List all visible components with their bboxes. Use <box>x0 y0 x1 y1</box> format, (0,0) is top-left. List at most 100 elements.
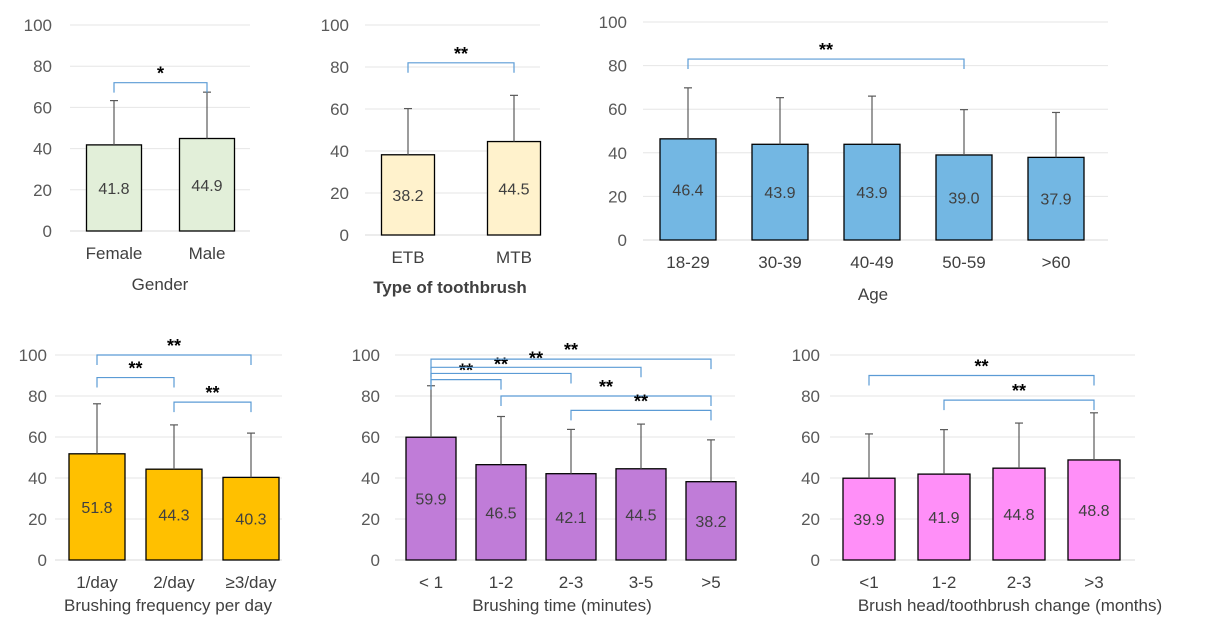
significance-bracket <box>687 58 965 70</box>
significance-marker: ** <box>454 44 468 64</box>
data-label: 44.5 <box>625 507 656 524</box>
category-label: Male <box>189 244 226 263</box>
bar <box>222 476 280 561</box>
category-label: 18-29 <box>666 253 709 272</box>
y-tick-label: 100 <box>24 16 52 35</box>
bar <box>935 154 993 241</box>
significance-bracket <box>113 82 208 93</box>
category-label: >3 <box>1084 573 1103 592</box>
bar <box>1067 459 1121 561</box>
category-label: < 1 <box>419 573 443 592</box>
significance-marker: ** <box>459 361 473 381</box>
category-label: 30-39 <box>758 253 801 272</box>
significance-bracket <box>430 358 712 370</box>
category-label: >5 <box>701 573 720 592</box>
category-label: 3-5 <box>629 573 654 592</box>
bar <box>486 140 542 236</box>
bar <box>685 481 737 561</box>
y-tick-label: 40 <box>608 144 627 163</box>
significance-marker: ** <box>599 377 613 397</box>
y-tick-label: 80 <box>28 387 47 406</box>
x-axis-title: Age <box>858 285 888 304</box>
y-tick-label: 20 <box>361 510 380 529</box>
data-label: 48.8 <box>1078 503 1109 520</box>
category-label: 50-59 <box>942 253 985 272</box>
y-tick-label: 60 <box>28 428 47 447</box>
data-label: 42.1 <box>555 510 586 527</box>
x-axis-title: Brushing frequency per day <box>64 596 272 615</box>
bar <box>615 468 667 561</box>
y-tick-label: 60 <box>801 428 820 447</box>
data-label: 39.9 <box>853 512 884 529</box>
chart-panel-4: 0 20 40 60 80 100 51.8 1/day 44.3 2/day 40.3 ≥3/day… <box>19 336 282 615</box>
x-axis-title: Gender <box>132 275 189 294</box>
x-axis-title: Brushing time (minutes) <box>472 596 652 615</box>
data-label: 46.4 <box>672 182 703 199</box>
y-tick-label: 20 <box>608 187 627 206</box>
category-label: 40-49 <box>850 253 893 272</box>
category-label: ≥3/day <box>226 573 277 592</box>
category-label: 2/day <box>153 573 195 592</box>
y-tick-label: 60 <box>361 428 380 447</box>
data-label: 44.9 <box>191 178 222 195</box>
y-tick-label: 60 <box>608 100 627 119</box>
data-label: 40.3 <box>235 512 266 529</box>
y-tick-label: 60 <box>33 98 52 117</box>
significance-marker: ** <box>974 357 988 377</box>
y-tick-label: 100 <box>321 16 349 35</box>
data-label: 43.9 <box>856 185 887 202</box>
bar <box>917 473 971 561</box>
y-tick-label: 100 <box>19 346 47 365</box>
y-tick-label: 20 <box>330 184 349 203</box>
category-label: 2-3 <box>1007 573 1032 592</box>
y-tick-label: 0 <box>38 551 47 570</box>
bar <box>842 477 896 561</box>
y-tick-label: 60 <box>330 100 349 119</box>
significance-marker: ** <box>634 391 648 411</box>
y-tick-label: 80 <box>330 58 349 77</box>
significance-bracket <box>96 376 175 388</box>
category-label: >60 <box>1042 253 1071 272</box>
significance-marker: ** <box>167 336 181 356</box>
significance-bracket <box>943 399 1095 411</box>
y-tick-label: 0 <box>811 551 820 570</box>
data-label: 38.2 <box>392 188 423 205</box>
y-tick-label: 80 <box>801 387 820 406</box>
y-tick-label: 0 <box>371 551 380 570</box>
y-tick-label: 0 <box>43 222 52 241</box>
data-label: 41.8 <box>98 181 129 198</box>
bar <box>145 468 203 561</box>
bar <box>475 464 527 561</box>
y-tick-label: 40 <box>33 140 52 159</box>
y-tick-label: 40 <box>28 469 47 488</box>
bar <box>68 453 126 561</box>
significance-marker: ** <box>494 354 508 374</box>
data-label: 44.3 <box>158 508 189 525</box>
data-label: 38.2 <box>695 514 726 531</box>
significance-bracket <box>430 366 642 378</box>
data-label: 41.9 <box>928 510 959 527</box>
category-label: Female <box>86 244 143 263</box>
category-label: 1-2 <box>489 573 514 592</box>
category-label: ETB <box>391 248 424 267</box>
y-tick-label: 100 <box>792 346 820 365</box>
chart-panel-5: 0 20 40 60 80 100 59.9 < 1 46.5 1-2 42.1 2-3 44.5 3-5… <box>352 340 737 615</box>
data-label: 51.8 <box>81 500 112 517</box>
data-label: 43.9 <box>764 185 795 202</box>
data-label: 37.9 <box>1040 192 1071 209</box>
category-label: <1 <box>859 573 878 592</box>
significance-marker: ** <box>819 40 833 60</box>
significance-marker: * <box>157 64 164 84</box>
data-label: 44.8 <box>1003 507 1034 524</box>
category-label: 2-3 <box>559 573 584 592</box>
chart-panel-3: 0 20 40 60 80 100 46.4 18-29 43.9 30-39 43.9 40-49 3… <box>599 13 1108 304</box>
significance-marker: ** <box>529 348 543 368</box>
y-tick-label: 20 <box>801 510 820 529</box>
data-label: 39.0 <box>948 190 979 207</box>
x-axis-title: Type of toothbrush <box>373 278 527 297</box>
significance-bracket <box>430 379 502 390</box>
y-tick-label: 100 <box>352 346 380 365</box>
significance-bracket <box>173 401 252 413</box>
y-tick-label: 40 <box>330 142 349 161</box>
